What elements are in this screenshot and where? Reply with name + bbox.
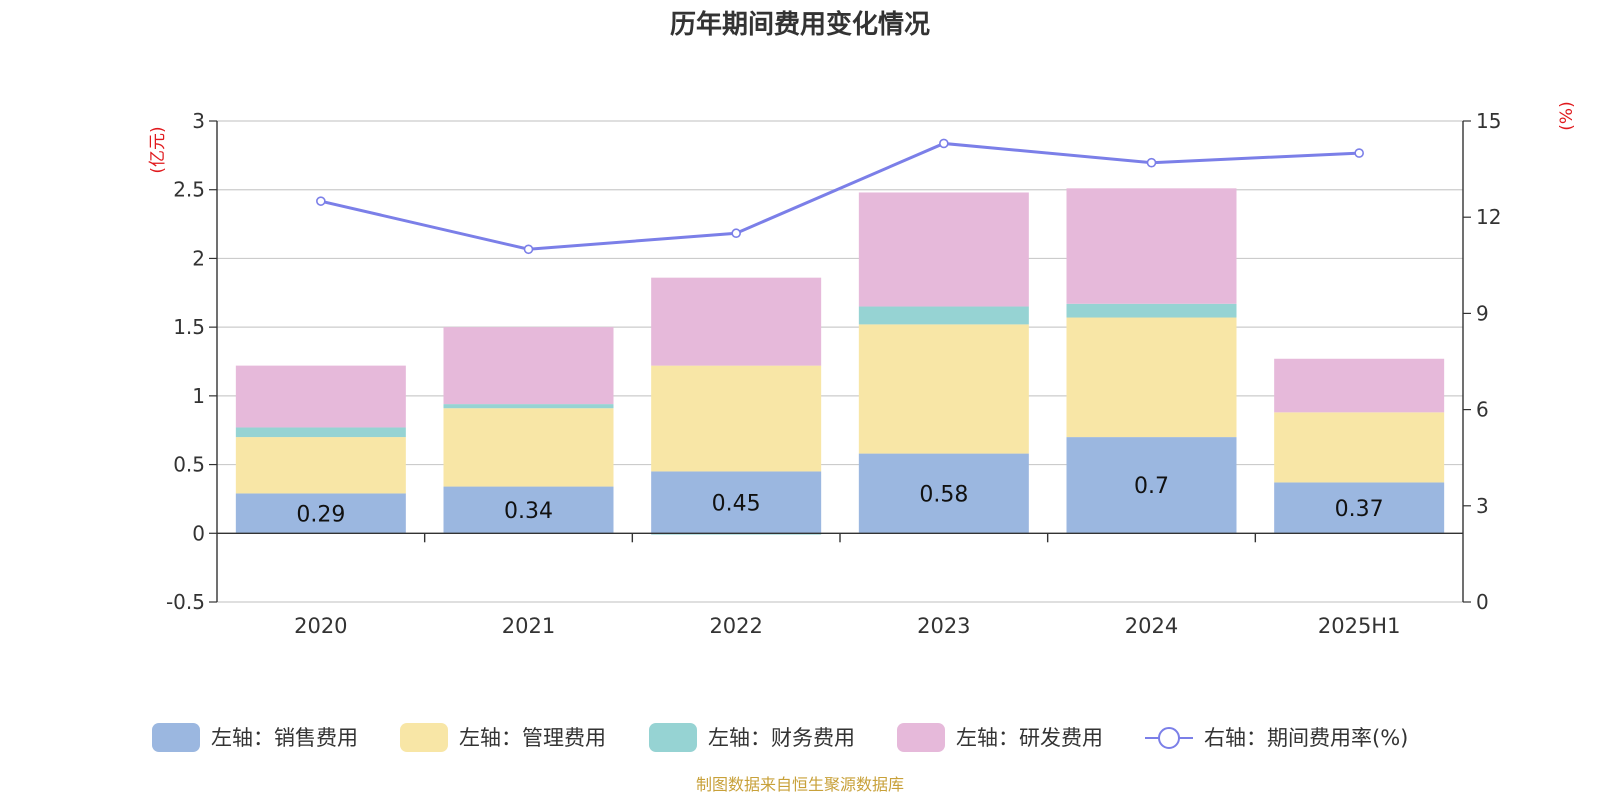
bar-data-label: 0.37 bbox=[1335, 497, 1384, 522]
legend: 左轴：销售费用 左轴：管理费用 左轴：财务费用 左轴：研发费用 右轴：期间费用率(%) bbox=[152, 723, 1408, 752]
bar-segment bbox=[1066, 303, 1237, 318]
bar-segment bbox=[235, 365, 406, 428]
left-tick-label: 2 bbox=[192, 246, 205, 270]
legend-label: 右轴：期间费用率(%) bbox=[1204, 726, 1408, 750]
x-tick-label: 2020 bbox=[294, 614, 347, 638]
bar-segment bbox=[858, 453, 1029, 534]
legend-label: 左轴：管理费用 bbox=[459, 726, 606, 750]
bar-segment bbox=[443, 486, 614, 534]
bar-segment bbox=[443, 408, 614, 487]
legend-marker bbox=[1158, 727, 1180, 749]
chart-title: 历年期间费用变化情况 bbox=[670, 9, 930, 40]
left-tick-label: 0 bbox=[192, 521, 205, 545]
right-tick-label: 15 bbox=[1476, 109, 1501, 133]
right-tick-label: 0 bbox=[1476, 590, 1489, 614]
right-tick-label: 12 bbox=[1476, 205, 1501, 229]
right-axis-unit: (%) bbox=[1557, 101, 1577, 130]
bar-data-label: 0.29 bbox=[296, 502, 345, 527]
bar-segment bbox=[235, 427, 406, 438]
rate-line bbox=[316, 138, 1364, 255]
rate-point bbox=[316, 196, 326, 206]
data-labels: 0.29 0.34 0.45 0.58 0.7 0.37 bbox=[296, 474, 1383, 527]
rate-point bbox=[1354, 148, 1364, 158]
bar-segment bbox=[858, 192, 1029, 307]
left-tick-label: -0.5 bbox=[166, 590, 205, 614]
bars bbox=[235, 188, 1445, 535]
bar-data-label: 0.45 bbox=[712, 491, 761, 516]
legend-label: 左轴：财务费用 bbox=[708, 726, 855, 750]
axes: -0.5 0 0.5 1 1.5 2 2.5 3 0 3 6 9 12 15 2020 2021 2022 202… bbox=[166, 109, 1501, 638]
bar-segment bbox=[651, 365, 822, 472]
right-tick-label: 9 bbox=[1476, 301, 1489, 325]
legend-swatch bbox=[400, 723, 448, 752]
rate-point bbox=[731, 228, 741, 239]
bar-segment bbox=[1066, 188, 1237, 304]
x-tick-label: 2024 bbox=[1125, 614, 1178, 638]
legend-swatch bbox=[152, 723, 200, 752]
bar-segment bbox=[1274, 482, 1445, 534]
left-axis-unit: (亿元) bbox=[148, 126, 168, 173]
x-tick-label: 2022 bbox=[709, 614, 762, 638]
bar-segment bbox=[651, 471, 822, 534]
bar-segment bbox=[858, 324, 1029, 454]
bar-segment bbox=[651, 277, 822, 366]
rate-point bbox=[523, 244, 534, 255]
bar-segment bbox=[443, 327, 614, 405]
left-tick-label: 1 bbox=[192, 384, 205, 408]
legend-label: 左轴：销售费用 bbox=[211, 726, 358, 750]
right-tick-label: 6 bbox=[1476, 398, 1489, 422]
bar-segment bbox=[1066, 317, 1237, 438]
x-tick-label: 2025H1 bbox=[1318, 614, 1401, 638]
bar-segment bbox=[443, 404, 614, 409]
legend-label: 左轴：研发费用 bbox=[956, 726, 1103, 750]
left-tick-label: 0.5 bbox=[173, 453, 205, 477]
left-tick-label: 3 bbox=[192, 109, 205, 133]
bar-data-label: 0.58 bbox=[919, 482, 968, 507]
rate-line-path bbox=[320, 141, 1360, 251]
bar-segment bbox=[858, 306, 1029, 325]
bar-segment bbox=[1274, 358, 1445, 413]
bar-data-label: 0.7 bbox=[1134, 474, 1169, 499]
legend-swatch bbox=[897, 723, 945, 752]
bar-segment bbox=[235, 437, 406, 494]
rate-point bbox=[1146, 157, 1157, 168]
bar-segment bbox=[1274, 412, 1445, 483]
x-tick-label: 2021 bbox=[502, 614, 555, 638]
bar-segment bbox=[235, 493, 406, 534]
left-tick-label: 1.5 bbox=[173, 315, 205, 339]
bar-data-label: 0.34 bbox=[504, 499, 553, 524]
bar-segment bbox=[1066, 437, 1237, 534]
x-tick-label: 2023 bbox=[917, 614, 970, 638]
left-tick-label: 2.5 bbox=[173, 178, 205, 202]
legend-swatch bbox=[649, 723, 697, 752]
rate-point bbox=[939, 138, 949, 149]
right-tick-label: 3 bbox=[1476, 494, 1489, 518]
source-note: 制图数据来自恒生聚源数据库 bbox=[696, 775, 904, 794]
